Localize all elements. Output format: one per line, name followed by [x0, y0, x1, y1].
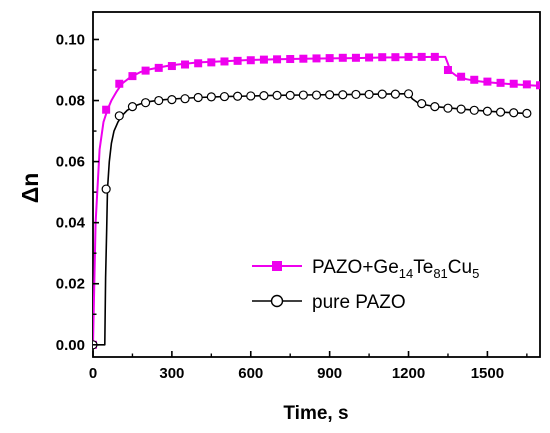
legend-subscript: 5	[472, 266, 479, 281]
x-tick-label: 600	[238, 365, 263, 382]
data-point	[167, 62, 176, 71]
y-tick-label: 0.08	[56, 93, 85, 110]
data-point	[469, 105, 479, 115]
data-point	[536, 81, 540, 90]
data-point	[233, 56, 242, 65]
data-point	[220, 57, 229, 66]
x-tick-label: 1200	[392, 365, 425, 382]
data-point	[219, 91, 230, 102]
data-point	[194, 59, 203, 68]
data-point	[272, 90, 282, 100]
data-point	[181, 60, 190, 69]
data-point	[509, 79, 518, 88]
data-point	[404, 52, 413, 61]
data-point	[311, 90, 322, 100]
legend-marker	[270, 294, 284, 308]
legend-subscript: 81	[433, 266, 447, 281]
data-point	[167, 95, 177, 105]
data-point	[457, 72, 466, 81]
data-point	[338, 53, 347, 62]
legend-label: PAZO+Ge14Te81Cu5	[312, 257, 479, 281]
data-point	[286, 55, 295, 64]
data-point	[495, 107, 506, 117]
data-point	[141, 66, 150, 75]
data-point	[430, 52, 439, 61]
legend-marker	[272, 261, 282, 271]
data-point	[378, 53, 387, 62]
x-axis-title: Time, s	[283, 403, 348, 424]
data-point	[233, 91, 243, 101]
data-point	[365, 53, 374, 62]
y-tick-label: 0.00	[56, 337, 85, 354]
data-point	[482, 106, 493, 116]
x-tick-label: 1500	[471, 365, 504, 382]
legend-text-part: Te	[413, 257, 433, 278]
y-tick-label: 0.10	[56, 31, 85, 48]
y-tick-label: 0.06	[56, 154, 85, 171]
legend: PAZO+Ge14Te81Cu5 pure PAZO	[252, 257, 479, 313]
x-tick-label: 300	[159, 365, 184, 382]
data-point	[312, 54, 321, 63]
legend-subscript: 14	[399, 266, 413, 281]
data-point	[470, 75, 479, 84]
data-point	[443, 66, 452, 75]
legend-text-part: Cu	[448, 257, 472, 278]
data-point	[246, 91, 256, 101]
data-point	[351, 53, 360, 62]
plot-frame	[92, 11, 541, 358]
data-point	[364, 89, 374, 100]
data-point	[509, 108, 519, 118]
data-point	[377, 89, 387, 99]
data-point	[443, 103, 453, 113]
y-tick-label: 0.02	[56, 276, 85, 293]
legend-text-part: PAZO+Ge	[312, 257, 399, 278]
data-point	[207, 58, 216, 67]
data-point	[259, 91, 269, 101]
series-0	[93, 52, 540, 349]
data-point	[299, 54, 308, 63]
data-point	[115, 79, 124, 88]
y-axis-title: Δn	[17, 173, 43, 204]
data-point	[285, 90, 295, 100]
x-tick-label: 900	[317, 365, 342, 382]
data-point	[390, 89, 400, 99]
data-point	[338, 90, 348, 100]
data-point	[259, 55, 268, 64]
data-point	[273, 55, 282, 64]
data-point	[522, 80, 531, 89]
data-point	[325, 90, 335, 100]
data-point	[351, 89, 361, 100]
data-point	[140, 98, 151, 108]
legend-text-part: pure PAZO	[312, 292, 406, 313]
data-point	[193, 92, 203, 103]
legend-label: pure PAZO	[312, 292, 406, 313]
x-tick-label: 0	[89, 365, 97, 382]
y-tick-label: 0.04	[56, 215, 86, 232]
data-point	[180, 94, 190, 104]
data-point	[430, 102, 440, 112]
data-point	[114, 111, 124, 121]
data-point	[391, 53, 400, 62]
data-point	[246, 56, 255, 65]
data-point	[325, 54, 334, 63]
data-point	[154, 95, 164, 106]
data-point	[496, 78, 505, 87]
data-point	[102, 105, 111, 114]
data-point	[154, 63, 163, 72]
data-point	[127, 102, 138, 112]
data-point	[206, 92, 216, 102]
data-point	[128, 72, 137, 81]
data-point	[417, 52, 426, 61]
data-point	[417, 98, 427, 109]
data-point	[298, 90, 308, 100]
series-line	[93, 93, 527, 346]
data-point	[101, 184, 111, 194]
series-1	[93, 89, 532, 350]
data-point	[403, 89, 414, 99]
data-point	[522, 108, 532, 118]
data-point	[483, 77, 492, 86]
data-point	[456, 104, 466, 114]
